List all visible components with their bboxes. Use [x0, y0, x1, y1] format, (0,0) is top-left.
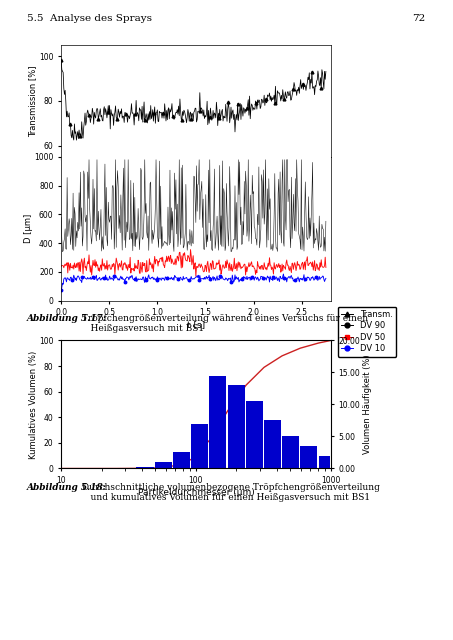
- Bar: [155, 462, 172, 468]
- Bar: [136, 467, 154, 468]
- Text: 72: 72: [413, 14, 426, 23]
- Bar: [319, 456, 330, 468]
- Y-axis label: Volumen Häufigkeit (%): Volumen Häufigkeit (%): [363, 355, 372, 454]
- Bar: [300, 446, 317, 468]
- X-axis label: t [s]: t [s]: [187, 320, 205, 329]
- X-axis label: Partikeldurchmesser (µm): Partikeldurchmesser (µm): [138, 488, 254, 497]
- Bar: [191, 424, 208, 468]
- Y-axis label: D [µm]: D [µm]: [24, 214, 33, 243]
- Legend: Transm., DV 90, DV 50, DV 10: Transm., DV 90, DV 50, DV 10: [337, 307, 396, 356]
- Bar: [209, 376, 226, 468]
- Bar: [282, 436, 299, 468]
- Text: Abbildung 5.17:: Abbildung 5.17:: [27, 314, 107, 323]
- Y-axis label: Kumulatives Volumen (%): Kumulatives Volumen (%): [29, 350, 38, 459]
- Text: Durchschnittliche volumenbezogene Tröpfchengrößenverteilung
    und kumulatives : Durchschnittliche volumenbezogene Tröpfc…: [79, 483, 380, 502]
- Bar: [173, 452, 190, 468]
- Text: 5.5  Analyse des Sprays: 5.5 Analyse des Sprays: [27, 14, 152, 23]
- Bar: [228, 385, 245, 468]
- Text: Abbildung 5.18:: Abbildung 5.18:: [27, 483, 107, 492]
- Bar: [246, 401, 263, 468]
- Y-axis label: Transmission [%]: Transmission [%]: [29, 65, 38, 136]
- Bar: [264, 420, 281, 468]
- Text: Tröpfchengrößenverteilung während eines Versuchs für einen
    Heißgasversuch mi: Tröpfchengrößenverteilung während eines …: [79, 314, 368, 333]
